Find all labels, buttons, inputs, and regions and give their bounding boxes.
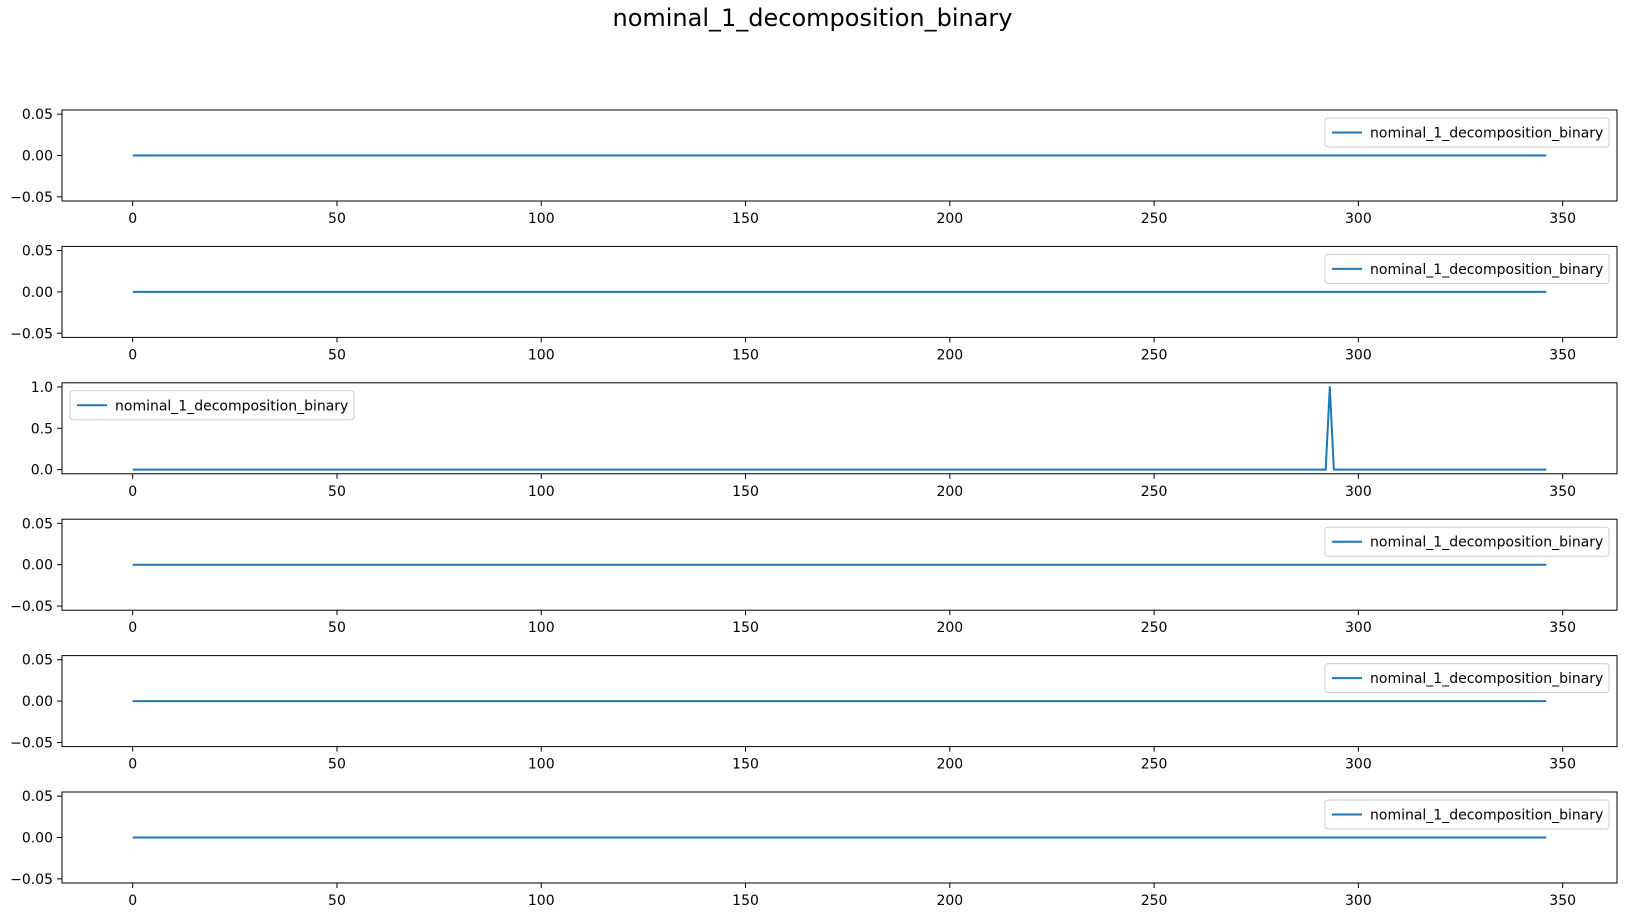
x-tick-label: 300 (1345, 347, 1372, 363)
legend-box (1324, 799, 1610, 830)
legend-label: nominal_1_decomposition_binary (1370, 262, 1603, 278)
subplot-4: 0 50 100 150 200 250 300 350 −0.05 0.00 0.05 nomina… (10, 516, 1618, 636)
x-tick-label: 200 (936, 893, 963, 909)
x-tick-label: 350 (1549, 484, 1576, 500)
y-tick-label: 0.00 (22, 694, 53, 710)
x-tick-label: 350 (1549, 893, 1576, 909)
x-tick-label: 150 (732, 620, 759, 636)
legend-box (1324, 526, 1610, 557)
legend-box (1324, 253, 1610, 284)
x-tick-label: 250 (1141, 893, 1168, 909)
x-tick-label: 50 (328, 757, 346, 773)
y-tick-label: 0.5 (31, 421, 53, 437)
legend-label: nominal_1_decomposition_binary (1370, 808, 1603, 824)
legend-label: nominal_1_decomposition_binary (1370, 671, 1603, 687)
x-tick-label: 250 (1141, 347, 1168, 363)
legend: nominal_1_decomposition_binary (1324, 663, 1610, 694)
legend-label: nominal_1_decomposition_binary (1370, 535, 1603, 551)
x-tick-label: 150 (732, 893, 759, 909)
subplot-2: 0 50 100 150 200 250 300 350 −0.05 0.00 0.05 nomina… (10, 244, 1618, 363)
legend: nominal_1_decomposition_binary (69, 390, 355, 421)
x-tick-label: 0 (128, 347, 137, 363)
legend-label: nominal_1_decomposition_binary (1370, 126, 1603, 142)
y-tick-label: −0.05 (10, 872, 53, 888)
legend-box (1324, 117, 1610, 148)
y-tick-label: −0.05 (10, 735, 53, 751)
subplot-5: 0 50 100 150 200 250 300 350 −0.05 0.00 0.05 nomina… (10, 653, 1618, 773)
subplot-3: 0 50 100 150 200 250 300 350 0.0 0.5 1.0 nominal_1_… (31, 380, 1618, 500)
x-tick-label: 300 (1345, 757, 1372, 773)
x-tick-label: 300 (1345, 484, 1372, 500)
y-tick-label: 0.05 (22, 789, 53, 805)
subplot-1: 0 50 100 150 200 250 300 350 −0.05 0.00 0.05 nomina… (10, 107, 1618, 227)
x-tick-label: 50 (328, 620, 346, 636)
x-tick-label: 150 (732, 757, 759, 773)
x-tick-label: 200 (936, 484, 963, 500)
x-tick-label: 150 (732, 211, 759, 227)
x-tick-label: 50 (328, 484, 346, 500)
legend-label: nominal_1_decomposition_binary (115, 398, 348, 414)
x-tick-label: 0 (128, 211, 137, 227)
x-tick-label: 100 (528, 893, 555, 909)
x-tick-label: 0 (128, 757, 137, 773)
x-tick-label: 100 (528, 347, 555, 363)
y-tick-label: 0.0 (31, 463, 53, 479)
x-tick-label: 300 (1345, 620, 1372, 636)
x-tick-label: 100 (528, 757, 555, 773)
x-tick-label: 200 (936, 620, 963, 636)
y-tick-label: 0.00 (22, 558, 53, 574)
legend: nominal_1_decomposition_binary (1324, 799, 1610, 830)
x-tick-label: 300 (1345, 211, 1372, 227)
figure-title: nominal_1_decomposition_binary (612, 4, 1013, 32)
x-tick-label: 50 (328, 211, 346, 227)
x-tick-label: 0 (128, 893, 137, 909)
x-tick-label: 100 (528, 620, 555, 636)
x-tick-label: 350 (1549, 347, 1576, 363)
x-tick-label: 100 (528, 484, 555, 500)
legend-box (69, 390, 355, 421)
y-tick-label: 0.05 (22, 107, 53, 123)
subplot-6: 0 50 100 150 200 250 300 350 −0.05 0.00 0.05 nomina… (10, 789, 1618, 909)
legend: nominal_1_decomposition_binary (1324, 253, 1610, 284)
y-tick-label: 0.00 (22, 831, 53, 847)
x-tick-label: 200 (936, 211, 963, 227)
y-tick-label: −0.05 (10, 599, 53, 615)
y-tick-label: 0.00 (22, 285, 53, 301)
legend: nominal_1_decomposition_binary (1324, 117, 1610, 148)
y-tick-label: −0.05 (10, 326, 53, 342)
series-line-1 (132, 385, 1547, 471)
x-tick-label: 250 (1141, 211, 1168, 227)
x-tick-label: 350 (1549, 211, 1576, 227)
x-tick-label: 200 (936, 757, 963, 773)
y-tick-label: 1.0 (31, 380, 53, 396)
y-tick-label: 0.05 (22, 516, 53, 532)
x-tick-label: 0 (128, 620, 137, 636)
legend: nominal_1_decomposition_binary (1324, 526, 1610, 557)
x-tick-label: 350 (1549, 757, 1576, 773)
x-tick-label: 50 (328, 347, 346, 363)
x-tick-label: 350 (1549, 620, 1576, 636)
y-tick-label: 0.05 (22, 244, 53, 260)
x-tick-label: 100 (528, 211, 555, 227)
x-tick-label: 250 (1141, 757, 1168, 773)
y-tick-label: −0.05 (10, 190, 53, 206)
legend-box (1324, 663, 1610, 694)
x-tick-label: 250 (1141, 484, 1168, 500)
y-tick-label: 0.00 (22, 149, 53, 165)
x-tick-label: 250 (1141, 620, 1168, 636)
x-tick-label: 0 (128, 484, 137, 500)
y-tick-label: 0.05 (22, 653, 53, 669)
x-tick-label: 200 (936, 347, 963, 363)
x-tick-label: 150 (732, 484, 759, 500)
x-tick-label: 50 (328, 893, 346, 909)
x-tick-label: 300 (1345, 893, 1372, 909)
x-tick-label: 150 (732, 347, 759, 363)
